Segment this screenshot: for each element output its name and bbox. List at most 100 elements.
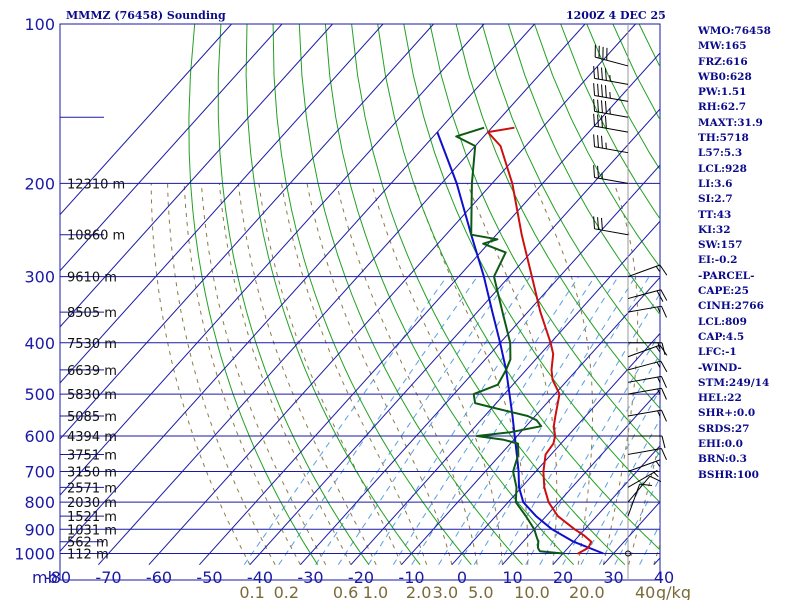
mixing-ratio-line (498, 292, 660, 565)
index-item: MAXT:31.9 (698, 116, 763, 129)
wind-barb-full (597, 217, 599, 230)
temperature-tick-label: -40 (247, 568, 273, 587)
pressure-tick-label: 800 (24, 493, 55, 512)
height-label: 12310 m (67, 177, 125, 192)
wind-barb-half (655, 460, 661, 467)
pressure-tick-label: 900 (24, 520, 55, 539)
chart-title: MMMZ (76458) Sounding (66, 9, 226, 22)
mixing-ratio-line (539, 353, 660, 565)
height-label: 8505 m (67, 306, 117, 321)
dry-adiabat-line (429, 24, 660, 457)
index-item: CAP:4.5 (698, 330, 745, 343)
mixing-ratio-tick-label: 0.2 (274, 583, 299, 600)
wind-barb-staff (627, 475, 651, 503)
isotherm-line (249, 108, 660, 566)
index-item: LFC:-1 (698, 346, 737, 359)
temperature-tick-label: 10 (502, 568, 522, 587)
mixing-ratio-unit-label: g/kg (656, 583, 691, 600)
index-item: BSHR:100 (698, 468, 759, 481)
temperature-tick-label: -50 (196, 568, 222, 587)
height-label: 112 m (67, 548, 109, 563)
dry-adiabat-line (298, 24, 523, 566)
index-item: CAPE:25 (698, 285, 749, 298)
moist-adiabat-line (336, 183, 478, 565)
isotherm-line (300, 164, 660, 566)
index-item: EHI:0.0 (698, 438, 743, 451)
mixing-ratio-tick-label: 3.0 (433, 583, 458, 600)
wind-barb-full (649, 475, 662, 483)
temperature-tick-label: -60 (146, 568, 172, 587)
pressure-tick-label: 500 (24, 385, 55, 404)
index-item: MW:165 (698, 40, 747, 53)
dry-adiabat-line (455, 24, 660, 410)
mixing-ratio-tick-label: 20.0 (569, 583, 605, 600)
mixing-ratio-tick-label: 2.0 (406, 583, 431, 600)
mixing-ratio-axis: 0.1 0.2 0.6 1.0 2.0 3.0 5.0 10.0 20.0 40 g/kg (239, 583, 691, 600)
pressure-axis: 100 200 300 400 500 600 700 800 900 1000 (14, 15, 55, 564)
wind-barb-half (657, 306, 661, 313)
parcel-profile-line (436, 131, 604, 555)
wind-barb-full (604, 68, 607, 81)
wind-barb-full (593, 216, 596, 229)
index-item: -WIND- (698, 361, 742, 374)
isotherm-line (552, 444, 660, 566)
wind-barb-staff (594, 77, 629, 85)
isotherm-line (350, 220, 660, 566)
mixing-ratio-line (243, 276, 448, 565)
wind-barb-staff (594, 228, 629, 236)
pressure-tick-label: 400 (24, 334, 55, 353)
height-label: 5085 m (67, 410, 117, 425)
dry-adiabat-line (481, 24, 660, 363)
wind-barb-full (661, 435, 666, 449)
index-item: RH:62.7 (698, 101, 747, 114)
mixing-ratio-line (457, 276, 636, 565)
dry-adiabat-line (272, 24, 472, 566)
index-item: SW:157 (698, 239, 743, 252)
wind-barb-full (661, 342, 666, 355)
temperature-axis: -80 -70 -60 -50 -40 -30 -20 -10 0 10 20 30 40 mb (32, 568, 674, 587)
mixing-ratio-line (580, 418, 660, 565)
dry-adiabat-line (217, 24, 370, 565)
wind-barb-staff (627, 409, 662, 417)
index-item: PW:1.51 (698, 86, 747, 99)
wind-barb-staff (627, 360, 661, 371)
temperature-tick-label: -30 (297, 568, 323, 587)
height-label: 562 m (67, 536, 109, 551)
indices-panel: WMO:76458 MW:165 FRZ:616 WB0:628 PW:1.51 RH:6… (698, 24, 771, 483)
height-label: 2571 m (67, 481, 117, 496)
wind-barb-full (597, 165, 599, 179)
wind-barb-staff (594, 110, 629, 118)
wind-barb-staff (595, 56, 629, 67)
dry-adiabat-line (324, 24, 575, 566)
temperature-tick-label: 20 (553, 568, 573, 587)
wind-barb-half (657, 342, 660, 349)
isotherm-line (60, 24, 535, 553)
temperature-tick-label: -10 (398, 568, 424, 587)
plot-frame (59, 23, 661, 581)
moist-adiabat-line (200, 183, 327, 565)
wind-barb-full (659, 264, 668, 276)
index-item: -PARCEL- (698, 269, 755, 282)
pressure-unit-label: mb (32, 568, 58, 587)
mixing-ratio-line (278, 276, 478, 565)
index-item: BRN:0.3 (698, 453, 747, 466)
dry-adiabat-line (534, 24, 660, 268)
moist-adiabat-line (258, 183, 402, 565)
wind-barb-staff (594, 125, 629, 133)
wind-barb-full (601, 100, 603, 113)
index-item: WB0:628 (698, 70, 752, 83)
dry-adiabat-line (188, 24, 319, 565)
mixing-ratio-line (337, 276, 531, 565)
isotherms (60, 24, 660, 566)
wind-barb-full (604, 85, 607, 98)
mixing-ratio-tick-label: 1.0 (363, 583, 388, 600)
index-item: LCL:928 (698, 162, 747, 175)
wind-barb-staff (627, 469, 658, 488)
moist-adiabat-line (218, 183, 352, 565)
wind-barb-half (657, 410, 661, 417)
wind-barb-full (661, 376, 667, 388)
temperature-tick-label: 0 (457, 568, 467, 587)
wind-barb-full (597, 83, 599, 97)
wind-barb-full (593, 134, 596, 147)
wind-barb-full (604, 115, 607, 129)
